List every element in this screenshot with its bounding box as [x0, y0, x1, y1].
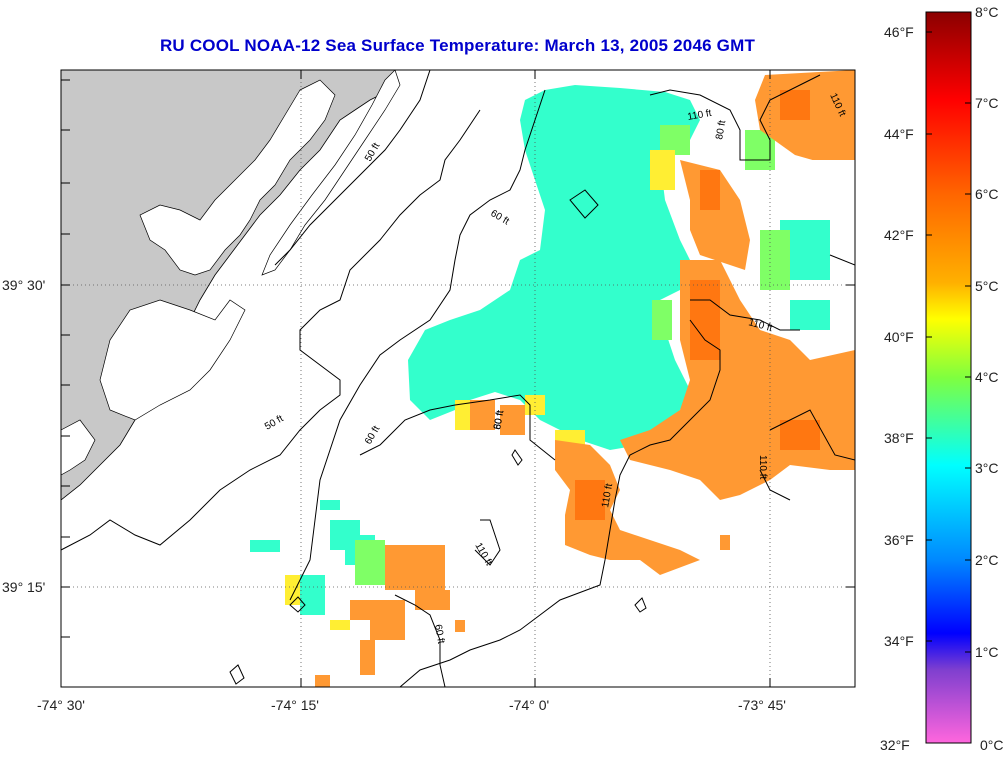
lon-tick-label: -74° 30' [37, 697, 85, 713]
colorbar-c-label: 3°C [975, 460, 999, 476]
colorbar-c-label: 2°C [975, 552, 999, 568]
colorbar-c-label: 1°C [975, 644, 999, 660]
colorbar-c-label: 6°C [975, 186, 999, 202]
colorbar-ticks [926, 11, 971, 653]
colorbar-c-labels: 8°C 7°C 6°C 5°C 4°C 3°C 2°C 1°C 0°C [975, 4, 1004, 753]
barrier-island [61, 419, 96, 476]
sst-dark-orange-region [575, 90, 820, 520]
colorbar-f-labels: 46°F 44°F 42°F 40°F 38°F 36°F 34°F 32°F [880, 24, 914, 753]
colorbar-f-label: 44°F [884, 126, 914, 142]
lon-tick-label: -74° 0' [509, 697, 549, 713]
colorbar-f-label: 40°F [884, 329, 914, 345]
bathymetry-contours [61, 70, 855, 687]
contour-label: 60 ft [432, 624, 446, 645]
colorbar-c-label: 8°C [975, 4, 999, 20]
colorbar-c-label: 5°C [975, 278, 999, 294]
contour-label: 80 ft [714, 119, 728, 140]
colorbar-f-label: 38°F [884, 430, 914, 446]
barrier-island [261, 70, 401, 276]
colorbar-c-label: 4°C [975, 369, 999, 385]
bay-area [99, 299, 246, 421]
lon-tick-label: -74° 15' [271, 697, 319, 713]
colorbar-c-label: 0°C [980, 737, 1004, 753]
colorbar-c-label: 7°C [975, 95, 999, 111]
colorbar-f-label: 42°F [884, 227, 914, 243]
lat-tick-label: 39° 30' [2, 277, 45, 293]
map-title: RU COOL NOAA-12 Sea Surface Temperature:… [159, 36, 756, 55]
colorbar-f-label: 46°F [884, 24, 914, 40]
bay-area [139, 79, 336, 276]
contour-label: 60 ft [492, 409, 506, 430]
lon-tick-label: -73° 45' [738, 697, 786, 713]
contour-label: 80 ft [492, 409, 506, 430]
contour-label: 110 ft [687, 108, 713, 123]
contour-label: 110 ft [600, 482, 615, 508]
colorbar-f-label: 32°F [880, 737, 910, 753]
colorbar-f-label: 36°F [884, 532, 914, 548]
axis-ticks [61, 70, 855, 687]
contour-label: 110 ft [757, 455, 768, 479]
grid [61, 70, 855, 687]
sst-green-region [355, 125, 790, 585]
colorbar-f-label: 34°F [884, 633, 914, 649]
colorbar [925, 11, 972, 744]
lat-tick-label: 39° 15' [2, 579, 45, 595]
cloud-gap [790, 160, 855, 350]
plot-frame [60, 69, 856, 688]
sst-cyan-region [250, 85, 830, 615]
